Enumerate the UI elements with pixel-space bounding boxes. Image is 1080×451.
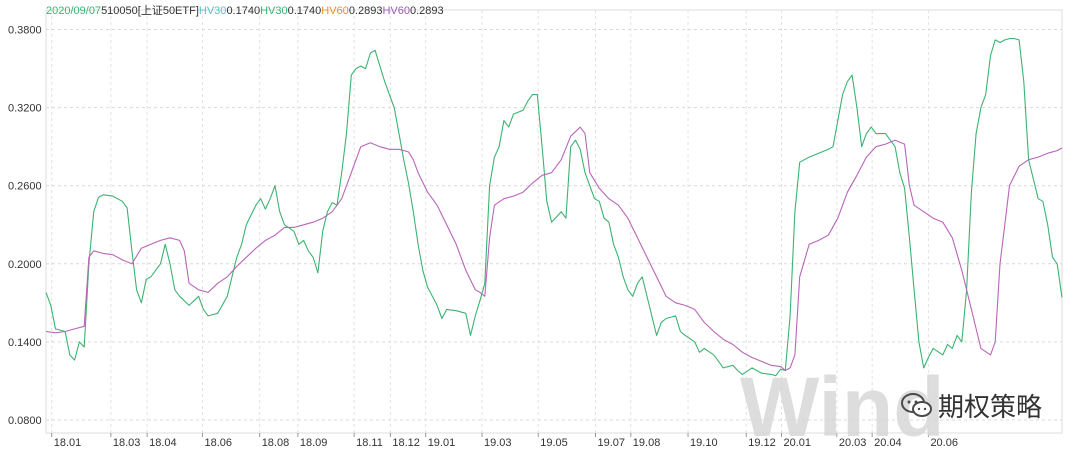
grid-lines — [46, 10, 1062, 433]
x-tick-label: 18.03 — [113, 437, 141, 449]
legend-series-value: 0.1740 — [226, 5, 261, 17]
x-tick-label: 18.06 — [204, 437, 232, 449]
channel-name: 期权策略 — [938, 392, 1043, 423]
x-tick-label: 20.01 — [784, 437, 812, 449]
axes — [45, 9, 1063, 437]
series-group — [45, 38, 1063, 377]
x-tick-label: 18.09 — [300, 437, 328, 449]
legend-series-value: 0.1740 — [287, 5, 322, 17]
legend-series-label: HV30 — [260, 5, 288, 17]
y-tick-label: 0.3200 — [8, 103, 42, 115]
legend-series-label: HV30 — [198, 5, 227, 17]
plot-frame — [45, 9, 1063, 434]
y-tick-label: 0.2600 — [8, 181, 42, 193]
series-line-hv30 — [45, 38, 1063, 377]
y-tick-label: 0.2000 — [8, 259, 42, 271]
legend: 2020/09/07510050[上证50ETF]HV300.1740HV300… — [46, 4, 444, 18]
x-tick-label: 19.01 — [428, 437, 456, 449]
x-tick-label: 18.12 — [392, 437, 420, 449]
watermark-brand: Wind — [740, 362, 945, 442]
wind-logo-icon: Wind — [740, 360, 945, 451]
x-tick-label: 20.04 — [874, 437, 902, 449]
tick-labels: 0.3800 0.3200 0.2600 0.2000 0.1400 0.0800 18.0… — [8, 25, 958, 449]
x-tick-label: 19.10 — [690, 437, 718, 449]
x-tick-label: 20.03 — [839, 437, 867, 449]
wechat-icon — [901, 393, 932, 417]
y-tick-label: 0.0800 — [8, 415, 42, 427]
x-tick-label: 18.08 — [262, 437, 290, 449]
x-tick-label: 19.03 — [484, 437, 512, 449]
x-tick-label: 18.11 — [356, 437, 383, 449]
wechat-channel-watermark: 期权策略 — [900, 388, 1043, 423]
x-tick-label: 19.08 — [633, 437, 661, 449]
legend-series-label: HV60 — [382, 5, 410, 17]
x-tick-label: 20.06 — [930, 437, 958, 449]
legend-code: 510050[上证50ETF] — [101, 5, 199, 17]
legend-date: 2020/09/07 — [46, 5, 102, 17]
y-tick-label: 0.3800 — [8, 25, 42, 37]
legend-series-value: 0.2893 — [348, 5, 383, 17]
y-tick-label: 0.1400 — [8, 337, 42, 349]
x-tick-label: 19.05 — [540, 437, 568, 449]
x-tick-label: 18.04 — [149, 437, 177, 449]
x-tick-label: 19.07 — [597, 437, 625, 449]
x-tick-label: 18.01 — [54, 437, 82, 449]
x-tick-label: 19.12 — [748, 437, 776, 449]
series-line-hv60 — [45, 126, 1063, 372]
wind-watermark: Wind — [740, 360, 960, 451]
legend-series-label: HV60 — [321, 5, 349, 17]
legend-series-value: 0.2893 — [410, 5, 444, 17]
